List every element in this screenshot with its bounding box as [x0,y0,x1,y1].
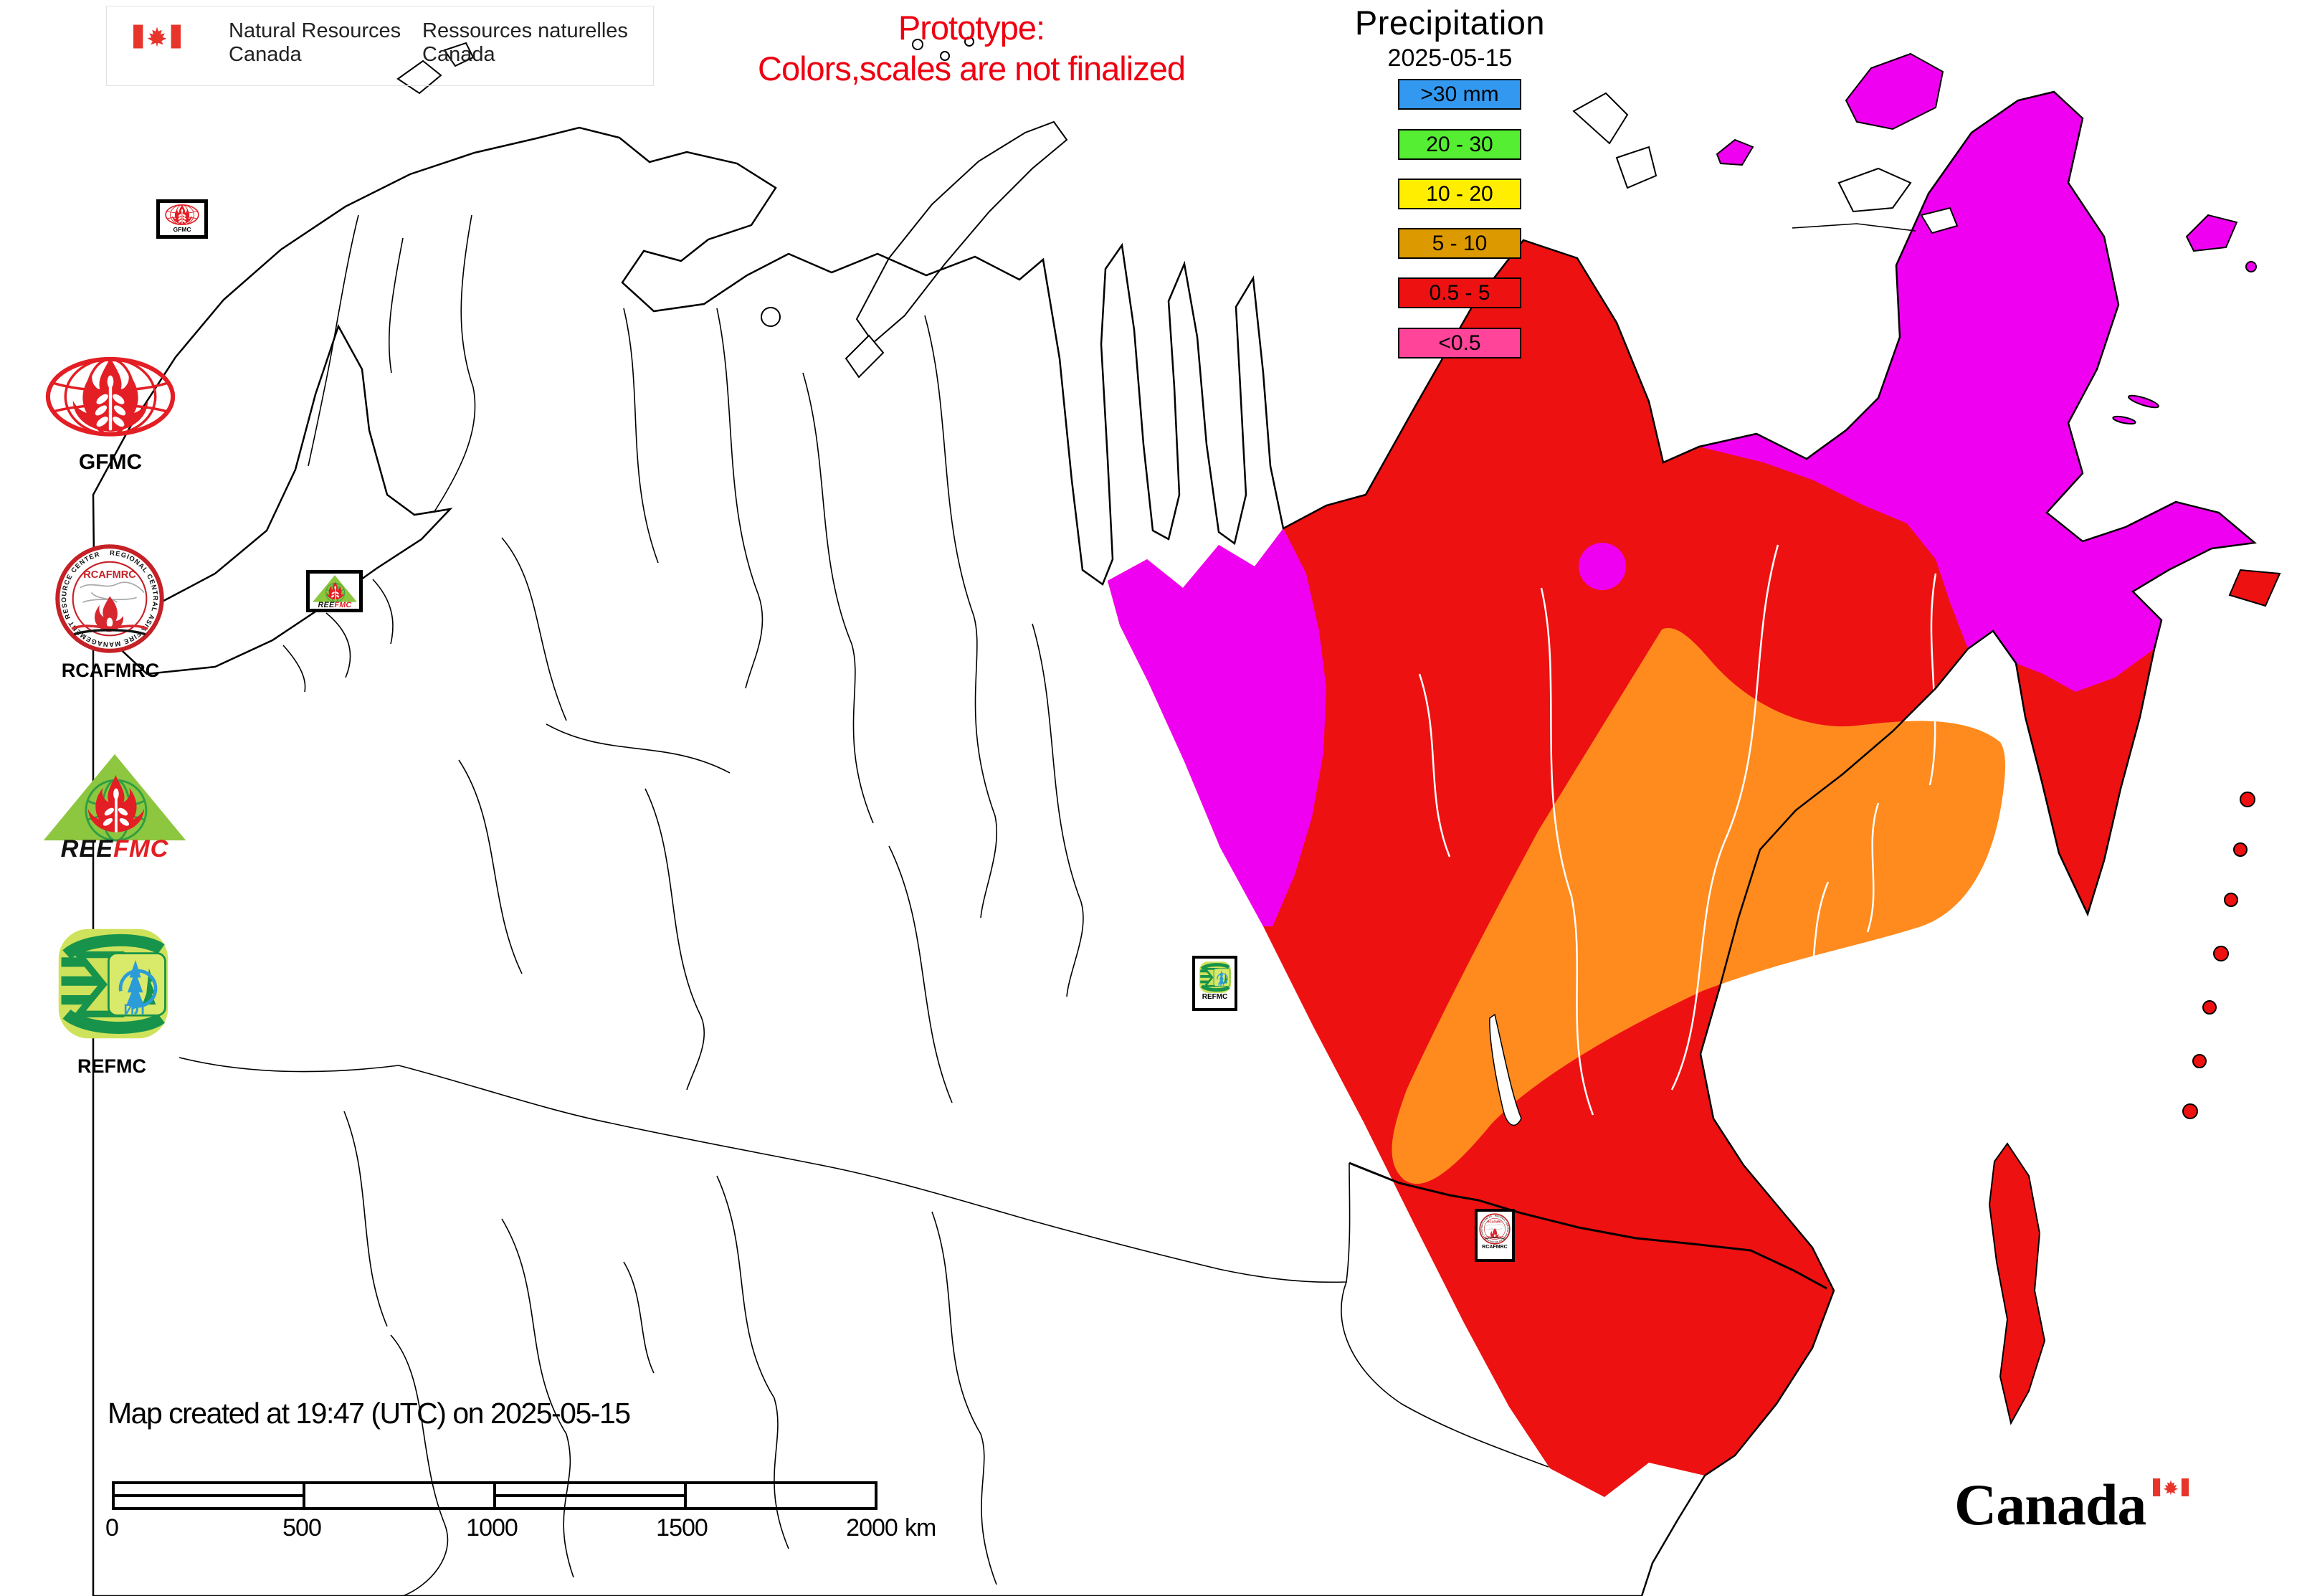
prototype-warning: Prototype: Colors,scales are not finaliz… [649,7,1294,90]
rivers [1418,544,1937,1116]
map-created-text: Map created at 19:47 (UTC) on 2025-05-15 [108,1397,631,1430]
national-border [1349,1162,1827,1290]
scale-tick-1000: 1000 [466,1514,518,1542]
legend-item-10-20-label: 10 - 20 [1426,181,1493,206]
map-marker-rcafmrc-label: RCAFMRC [1482,1245,1508,1250]
refmc-logo-label: REFMC [77,1055,146,1077]
legend-item-20-30: 20 - 30 [1398,129,1521,160]
red-islands [1988,569,2281,1425]
legend-item-lt05-label: <0.5 [1438,331,1481,355]
legend-item-5-10-label: 5 - 10 [1432,231,1488,255]
scale-bar-segment [115,1484,305,1507]
reefmc-logo [39,751,190,860]
map-marker-rcafmrc: RCAFMRC [1475,1209,1515,1262]
map-marker-gfmc-label: GFMC [173,226,191,233]
nrcan-signature: Natural Resources Canada Ressources natu… [106,6,654,86]
canada-wordmark-flag-icon [2153,1478,2189,1496]
rcafmrc-logo [54,543,165,654]
internal-borders [179,214,1916,1596]
legend-date: 2025-05-15 [1387,44,1513,72]
map-marker-refmc: REFMC [1192,956,1237,1011]
canada-wordmark: Canada [1954,1471,2212,1550]
map-marker-refmc-label: REFMC [1202,993,1228,1001]
legend-item-gt30-label: >30 mm [1420,82,1499,106]
gfmc-logo-label: GFMC [78,450,143,474]
magenta-islands [1716,52,2257,425]
canada-wordmark-text: Canada [1954,1472,2146,1537]
lake-baikal [1489,1013,1522,1126]
prototype-warning-line2: Colors,scales are not finalized [758,49,1186,88]
scale-unit: km [905,1514,936,1542]
scale-bar-segment [687,1484,875,1507]
scale-tick-500: 500 [282,1514,322,1542]
scale-tick-2000: 2000 [846,1514,898,1542]
legend-item-gt30: >30 mm [1398,79,1521,110]
refmc-logo [56,926,171,1041]
scale-tick-0: 0 [105,1514,119,1542]
map-marker-gfmc: GFMC [156,199,208,239]
legend-item-5-10: 5 - 10 [1398,228,1521,259]
map-marker-reefmc [306,570,363,612]
scale-bar [112,1481,877,1510]
legend-item-05-5: 0.5 - 5 [1398,277,1521,308]
canada-flag-icon [133,21,181,52]
nrcan-name-fr: Ressources naturelles Canada [422,19,628,66]
nrcan-name-en: Natural Resources Canada [229,19,401,66]
prototype-warning-line1: Prototype: [898,9,1045,47]
legend-title: Precipitation [1354,4,1546,42]
legend-item-20-30-label: 20 - 30 [1426,132,1493,156]
legend-item-05-5-label: 0.5 - 5 [1429,280,1490,305]
scale-bar-segment [305,1484,496,1507]
rcafmrc-logo-label: RCAFMRC [61,660,160,681]
legend-item-10-20: 10 - 20 [1398,179,1521,209]
scale-bar-segment [496,1484,687,1507]
legend-item-lt05: <0.5 [1398,328,1521,358]
region-precip-lt0.5 [1108,92,2255,926]
gfmc-logo [42,354,179,442]
scale-tick-1500: 1500 [656,1514,708,1542]
